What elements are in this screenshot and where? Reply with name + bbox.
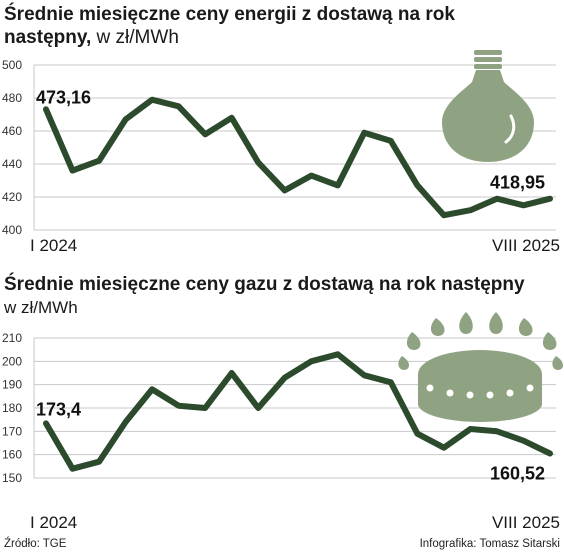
y-tick-label: 440: [2, 157, 22, 171]
y-tick-label: 160: [2, 448, 22, 462]
y-tick-label: 150: [2, 471, 22, 485]
light-bulb-icon: [442, 50, 534, 162]
energy-chart-title: Średnie miesięczne ceny energii z dostaw…: [4, 3, 455, 49]
x-end-label: VIII 2025: [492, 513, 560, 532]
last-value-label: 418,95: [490, 173, 545, 193]
gas-title-unit: w zł/MWh: [4, 298, 78, 317]
y-tick-label: 190: [2, 378, 22, 392]
energy-title-line2: następny,: [4, 27, 92, 48]
y-tick-label: 500: [2, 58, 22, 72]
y-tick-label: 480: [2, 91, 22, 105]
y-tick-label: 420: [2, 190, 22, 204]
energy-chart: 400 420 440 460 480 500 473,16 418,95 I 2024 VIII…: [2, 58, 560, 255]
y-tick-label: 180: [2, 401, 22, 415]
x-start-label: I 2024: [30, 513, 77, 532]
series-line: [43, 351, 553, 472]
gas-burner-icon: [398, 312, 563, 422]
series-line: [43, 96, 553, 219]
y-tick-label: 200: [2, 354, 22, 368]
x-end-label: VIII 2025: [492, 236, 560, 255]
gas-chart-title: Średnie miesięczne ceny gazu z dostawą n…: [4, 274, 525, 295]
y-tick-label: 400: [2, 223, 22, 237]
first-value-label: 473,16: [36, 87, 91, 107]
x-start-label: I 2024: [30, 236, 77, 255]
source-note: Źródło: TGE: [4, 538, 67, 550]
y-tick-label: 170: [2, 424, 22, 438]
energy-title-line1: Średnie miesięczne ceny energii z dostaw…: [4, 4, 455, 25]
first-value-label: 173,4: [36, 399, 81, 419]
gas-chart: 150 160 170 180 190 200 210 173,4 160,52 I 2024 VI…: [2, 331, 560, 532]
y-tick-label: 460: [2, 124, 22, 138]
last-value-label: 160,52: [490, 463, 545, 483]
energy-title-unit: w zł/MWh: [91, 27, 179, 48]
y-tick-label: 210: [2, 331, 22, 345]
infographic-credit: Infografika: Tomasz Sitarski: [419, 538, 560, 550]
